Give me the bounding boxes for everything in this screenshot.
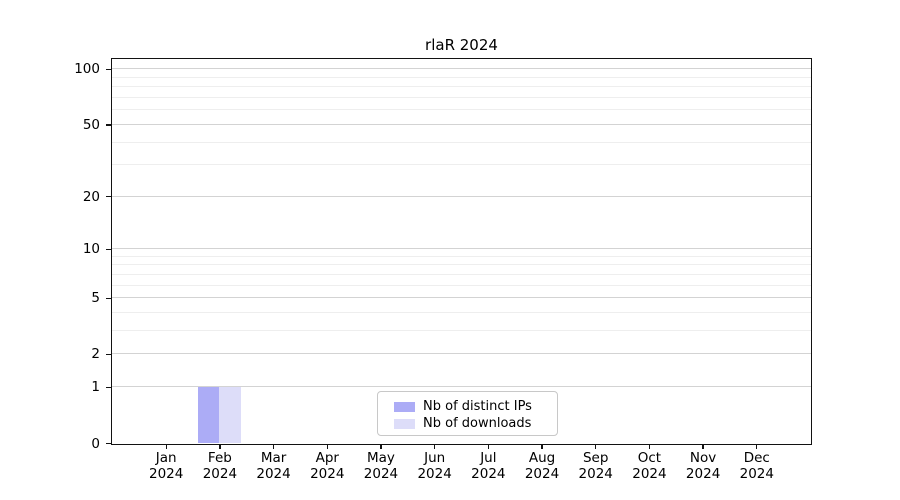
x-tick-label-year: 2024 — [578, 465, 613, 482]
x-tick-label: Jun 2024 — [407, 450, 463, 482]
x-tick-label-month: Aug — [528, 450, 556, 466]
gridline-major — [112, 248, 811, 250]
legend: Nb of distinct IPs Nb of downloads — [377, 391, 558, 436]
legend-swatch-downloads — [394, 418, 415, 430]
x-tick-label-year: 2024 — [739, 465, 774, 482]
gridline-minor — [112, 255, 811, 257]
x-tick-label-month: Mar — [260, 450, 287, 466]
x-tick-label-year: 2024 — [256, 465, 291, 482]
x-tick-label: Feb 2024 — [192, 450, 248, 482]
y-tick-label: 5 — [91, 290, 100, 307]
bar-distinct-ips — [197, 386, 220, 443]
x-tick-label: Dec 2024 — [729, 450, 785, 482]
x-tick-label: Oct 2024 — [621, 450, 677, 482]
x-tick-label-year: 2024 — [632, 465, 667, 482]
x-tick-label-month: Dec — [743, 450, 770, 466]
legend-item-distinct-ips: Nb of distinct IPs — [394, 399, 557, 415]
gridline-major — [112, 68, 811, 70]
y-tick-label: 50 — [82, 116, 100, 133]
gridline-minor — [112, 284, 811, 286]
gridline-major — [112, 123, 811, 125]
gridline-major — [112, 297, 811, 299]
plot-area — [111, 58, 812, 445]
legend-label-downloads: Nb of downloads — [423, 416, 532, 431]
x-tick-label-year: 2024 — [471, 465, 506, 482]
gridline-minor — [112, 264, 811, 266]
y-tick-label: 10 — [82, 241, 100, 258]
x-tick-label-year: 2024 — [417, 465, 452, 482]
x-tick-label-year: 2024 — [149, 465, 184, 482]
x-tick-label-year: 2024 — [685, 465, 721, 482]
x-tick-label: Jul 2024 — [460, 450, 516, 482]
x-tick-label-month: Jun — [424, 450, 446, 466]
y-tick-label: 1 — [91, 379, 100, 396]
gridline-minor — [112, 312, 811, 314]
gridline-minor — [112, 109, 811, 111]
x-tick-label-month: Jul — [480, 450, 497, 466]
x-tick-label-month: Oct — [637, 450, 662, 466]
x-tick-label-year: 2024 — [310, 465, 345, 482]
x-tick-label-month: Jan — [155, 450, 177, 466]
x-tick-label-month: Apr — [315, 450, 339, 466]
y-tick-label: 20 — [82, 188, 100, 205]
x-tick-label-year: 2024 — [363, 465, 399, 482]
gridline-minor — [112, 86, 811, 88]
chart-title: rlaR 2024 — [425, 36, 498, 54]
gridline-major — [112, 386, 811, 388]
y-tick-label: 100 — [74, 61, 100, 78]
x-tick-label-year: 2024 — [524, 465, 560, 482]
gridline-minor — [112, 141, 811, 143]
gridline-minor — [112, 273, 811, 275]
legend-label-distinct-ips: Nb of distinct IPs — [423, 399, 532, 414]
legend-item-downloads: Nb of downloads — [394, 416, 557, 432]
x-tick-label-month: May — [366, 450, 395, 466]
x-tick-label: Jan 2024 — [138, 450, 194, 482]
x-tick-label-month: Sep — [582, 450, 609, 466]
x-tick-label: Aug 2024 — [514, 450, 570, 482]
x-tick-label-year: 2024 — [202, 465, 238, 482]
x-tick-label-month: Feb — [207, 450, 232, 466]
gridline-minor — [112, 330, 811, 332]
gridline-major — [112, 353, 811, 355]
x-tick-label: Mar 2024 — [246, 450, 302, 482]
y-tick-label: 2 — [91, 346, 100, 363]
x-tick-label: Sep 2024 — [568, 450, 624, 482]
gridline-major — [112, 195, 811, 197]
gridline-minor — [112, 76, 811, 78]
gridline-minor — [112, 164, 811, 166]
x-tick-label: May 2024 — [353, 450, 409, 482]
gridline-minor — [112, 97, 811, 99]
x-tick-label: Apr 2024 — [299, 450, 355, 482]
bar-downloads — [219, 386, 242, 443]
y-tick-label: 0 — [91, 435, 100, 452]
legend-swatch-distinct-ips — [394, 401, 415, 413]
x-tick-label-month: Nov — [689, 450, 717, 466]
x-tick-label: Nov 2024 — [675, 450, 731, 482]
